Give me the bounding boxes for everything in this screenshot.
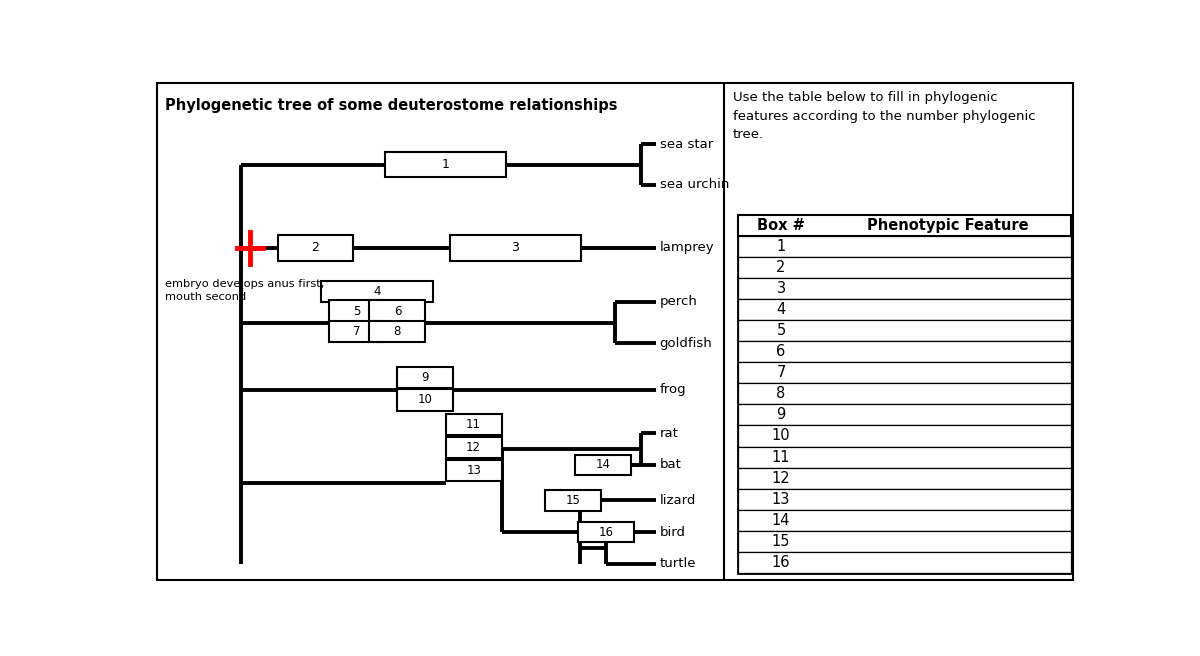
- Bar: [278, 236, 353, 260]
- Bar: [397, 390, 454, 411]
- Bar: [738, 236, 1070, 257]
- Text: Use the table below to fill in phylogenic
features according to the number phylo: Use the table below to fill in phylogeni…: [733, 91, 1036, 141]
- Bar: [738, 489, 1070, 510]
- Text: 12: 12: [772, 470, 791, 485]
- Text: goldfish: goldfish: [660, 337, 713, 350]
- Bar: [370, 300, 425, 321]
- Bar: [738, 552, 1070, 573]
- Text: 2: 2: [776, 260, 786, 276]
- Text: 15: 15: [565, 494, 581, 507]
- Text: 3: 3: [511, 241, 520, 255]
- Text: bat: bat: [660, 458, 682, 471]
- Text: sea urchin: sea urchin: [660, 178, 730, 192]
- Text: 11: 11: [772, 449, 791, 464]
- Text: perch: perch: [660, 295, 697, 308]
- Bar: [329, 300, 384, 321]
- Bar: [738, 383, 1070, 405]
- Text: 8: 8: [776, 386, 786, 401]
- Text: turtle: turtle: [660, 557, 696, 570]
- Text: 2: 2: [312, 241, 319, 255]
- Text: lizard: lizard: [660, 494, 696, 507]
- Text: sea star: sea star: [660, 138, 713, 151]
- Text: 10: 10: [772, 428, 791, 443]
- Text: rat: rat: [660, 427, 678, 440]
- Bar: [575, 455, 631, 475]
- Text: 5: 5: [776, 323, 786, 338]
- Text: 10: 10: [418, 394, 433, 407]
- Bar: [450, 236, 581, 260]
- Bar: [370, 321, 425, 342]
- Bar: [738, 510, 1070, 531]
- Bar: [445, 460, 502, 482]
- Bar: [738, 405, 1070, 426]
- Text: embryo develops anus first,
mouth second: embryo develops anus first, mouth second: [164, 279, 324, 302]
- Bar: [738, 320, 1070, 341]
- Text: bird: bird: [660, 526, 685, 539]
- Bar: [545, 491, 601, 510]
- Bar: [738, 468, 1070, 489]
- Bar: [738, 257, 1070, 278]
- Text: 1: 1: [442, 158, 450, 171]
- Bar: [738, 447, 1070, 468]
- Bar: [738, 531, 1070, 552]
- Text: 14: 14: [595, 458, 611, 471]
- Text: 1: 1: [776, 239, 786, 254]
- Bar: [397, 367, 454, 388]
- Text: 6: 6: [394, 304, 401, 318]
- Text: 5: 5: [353, 304, 360, 318]
- Bar: [738, 278, 1070, 299]
- Text: 15: 15: [772, 534, 791, 548]
- Text: 8: 8: [394, 325, 401, 338]
- Text: 12: 12: [466, 441, 481, 454]
- Text: 7: 7: [776, 365, 786, 380]
- Bar: [738, 362, 1070, 383]
- Text: 7: 7: [353, 325, 360, 338]
- Text: 4: 4: [373, 285, 380, 298]
- Bar: [738, 426, 1070, 447]
- Text: 16: 16: [772, 555, 791, 569]
- Text: 13: 13: [467, 464, 481, 477]
- Bar: [385, 152, 506, 177]
- Text: Box #: Box #: [757, 218, 805, 233]
- Text: 16: 16: [599, 526, 613, 539]
- Bar: [578, 522, 634, 543]
- Bar: [445, 414, 502, 435]
- Bar: [738, 299, 1070, 320]
- Text: lamprey: lamprey: [660, 241, 714, 255]
- Bar: [738, 215, 1070, 573]
- Text: Phylogenetic tree of some deuterostome relationships: Phylogenetic tree of some deuterostome r…: [164, 98, 617, 113]
- Text: frog: frog: [660, 383, 686, 396]
- Text: Phenotypic Feature: Phenotypic Feature: [866, 218, 1028, 233]
- Bar: [738, 341, 1070, 362]
- Text: 13: 13: [772, 491, 791, 506]
- Text: 9: 9: [421, 371, 430, 384]
- Text: 9: 9: [776, 407, 786, 422]
- Bar: [738, 215, 1070, 236]
- Text: 6: 6: [776, 344, 786, 359]
- Bar: [322, 281, 433, 302]
- Bar: [329, 321, 384, 342]
- Text: 4: 4: [776, 302, 786, 318]
- Text: 3: 3: [776, 281, 786, 297]
- Bar: [445, 437, 502, 458]
- Text: 14: 14: [772, 512, 791, 527]
- Text: 11: 11: [466, 418, 481, 431]
